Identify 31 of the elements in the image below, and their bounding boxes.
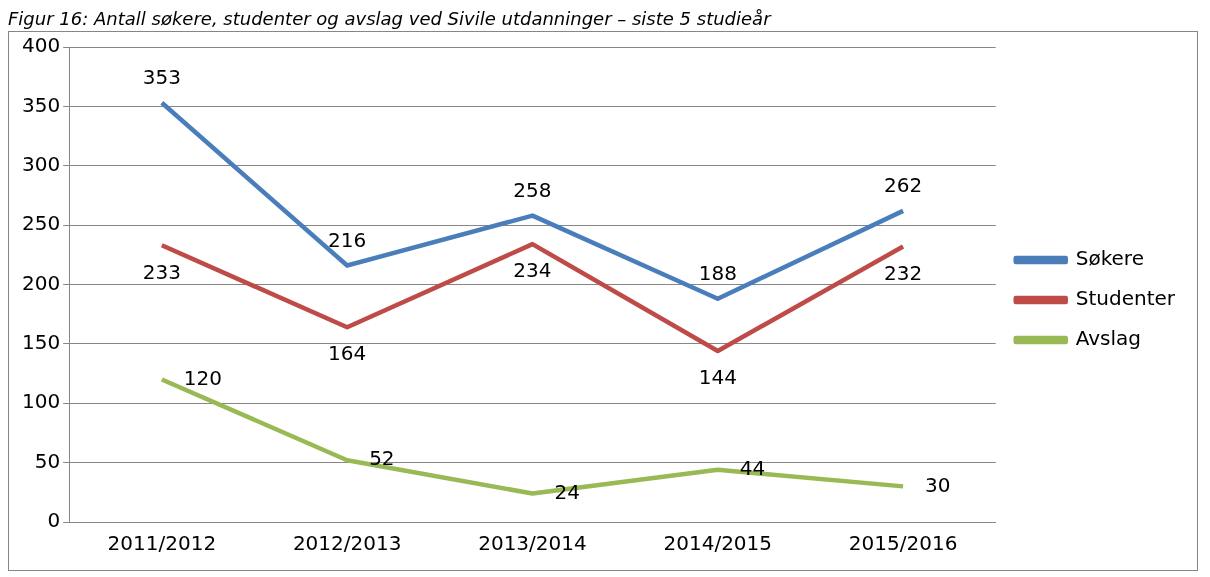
legend-label: Avslag (1075, 326, 1142, 351)
data-label: 233 (142, 259, 181, 284)
data-label: 258 (513, 177, 552, 202)
y-tick-label: 0 (47, 508, 61, 533)
data-label: 120 (183, 365, 223, 390)
data-label: 234 (513, 258, 552, 283)
x-tick-label: 2015/2016 (848, 531, 958, 556)
chart-title: Figur 16: Antall søkere, studenter og avslag ved Sivile utdanninger – siste 5 studieår (8, 8, 773, 29)
data-label: 216 (328, 227, 367, 252)
y-tick-label: 400 (21, 33, 61, 58)
data-label: 262 (883, 173, 923, 198)
y-tick-label: 250 (21, 211, 61, 236)
x-tick-label: 2012/2013 (292, 531, 402, 556)
data-label: 52 (369, 446, 395, 471)
data-label: 188 (698, 260, 737, 285)
y-tick-label: 100 (21, 389, 61, 414)
x-tick-label: 2013/2014 (478, 531, 587, 556)
data-label: 232 (883, 260, 923, 285)
y-tick-label: 350 (21, 92, 61, 117)
y-tick-label: 300 (21, 151, 61, 176)
y-tick-label: 50 (34, 448, 61, 473)
legend-label: Studenter (1075, 286, 1176, 311)
legend-label: Søkere (1075, 246, 1144, 271)
data-label: 353 (142, 65, 181, 90)
x-tick-label: 2014/2015 (663, 531, 773, 556)
data-label: 144 (698, 365, 737, 390)
data-label: 30 (925, 472, 951, 497)
y-tick-label: 200 (21, 270, 61, 295)
x-tick-label: 2011/2012 (107, 531, 217, 556)
y-tick-label: 150 (21, 330, 61, 355)
data-label: 164 (328, 341, 367, 366)
